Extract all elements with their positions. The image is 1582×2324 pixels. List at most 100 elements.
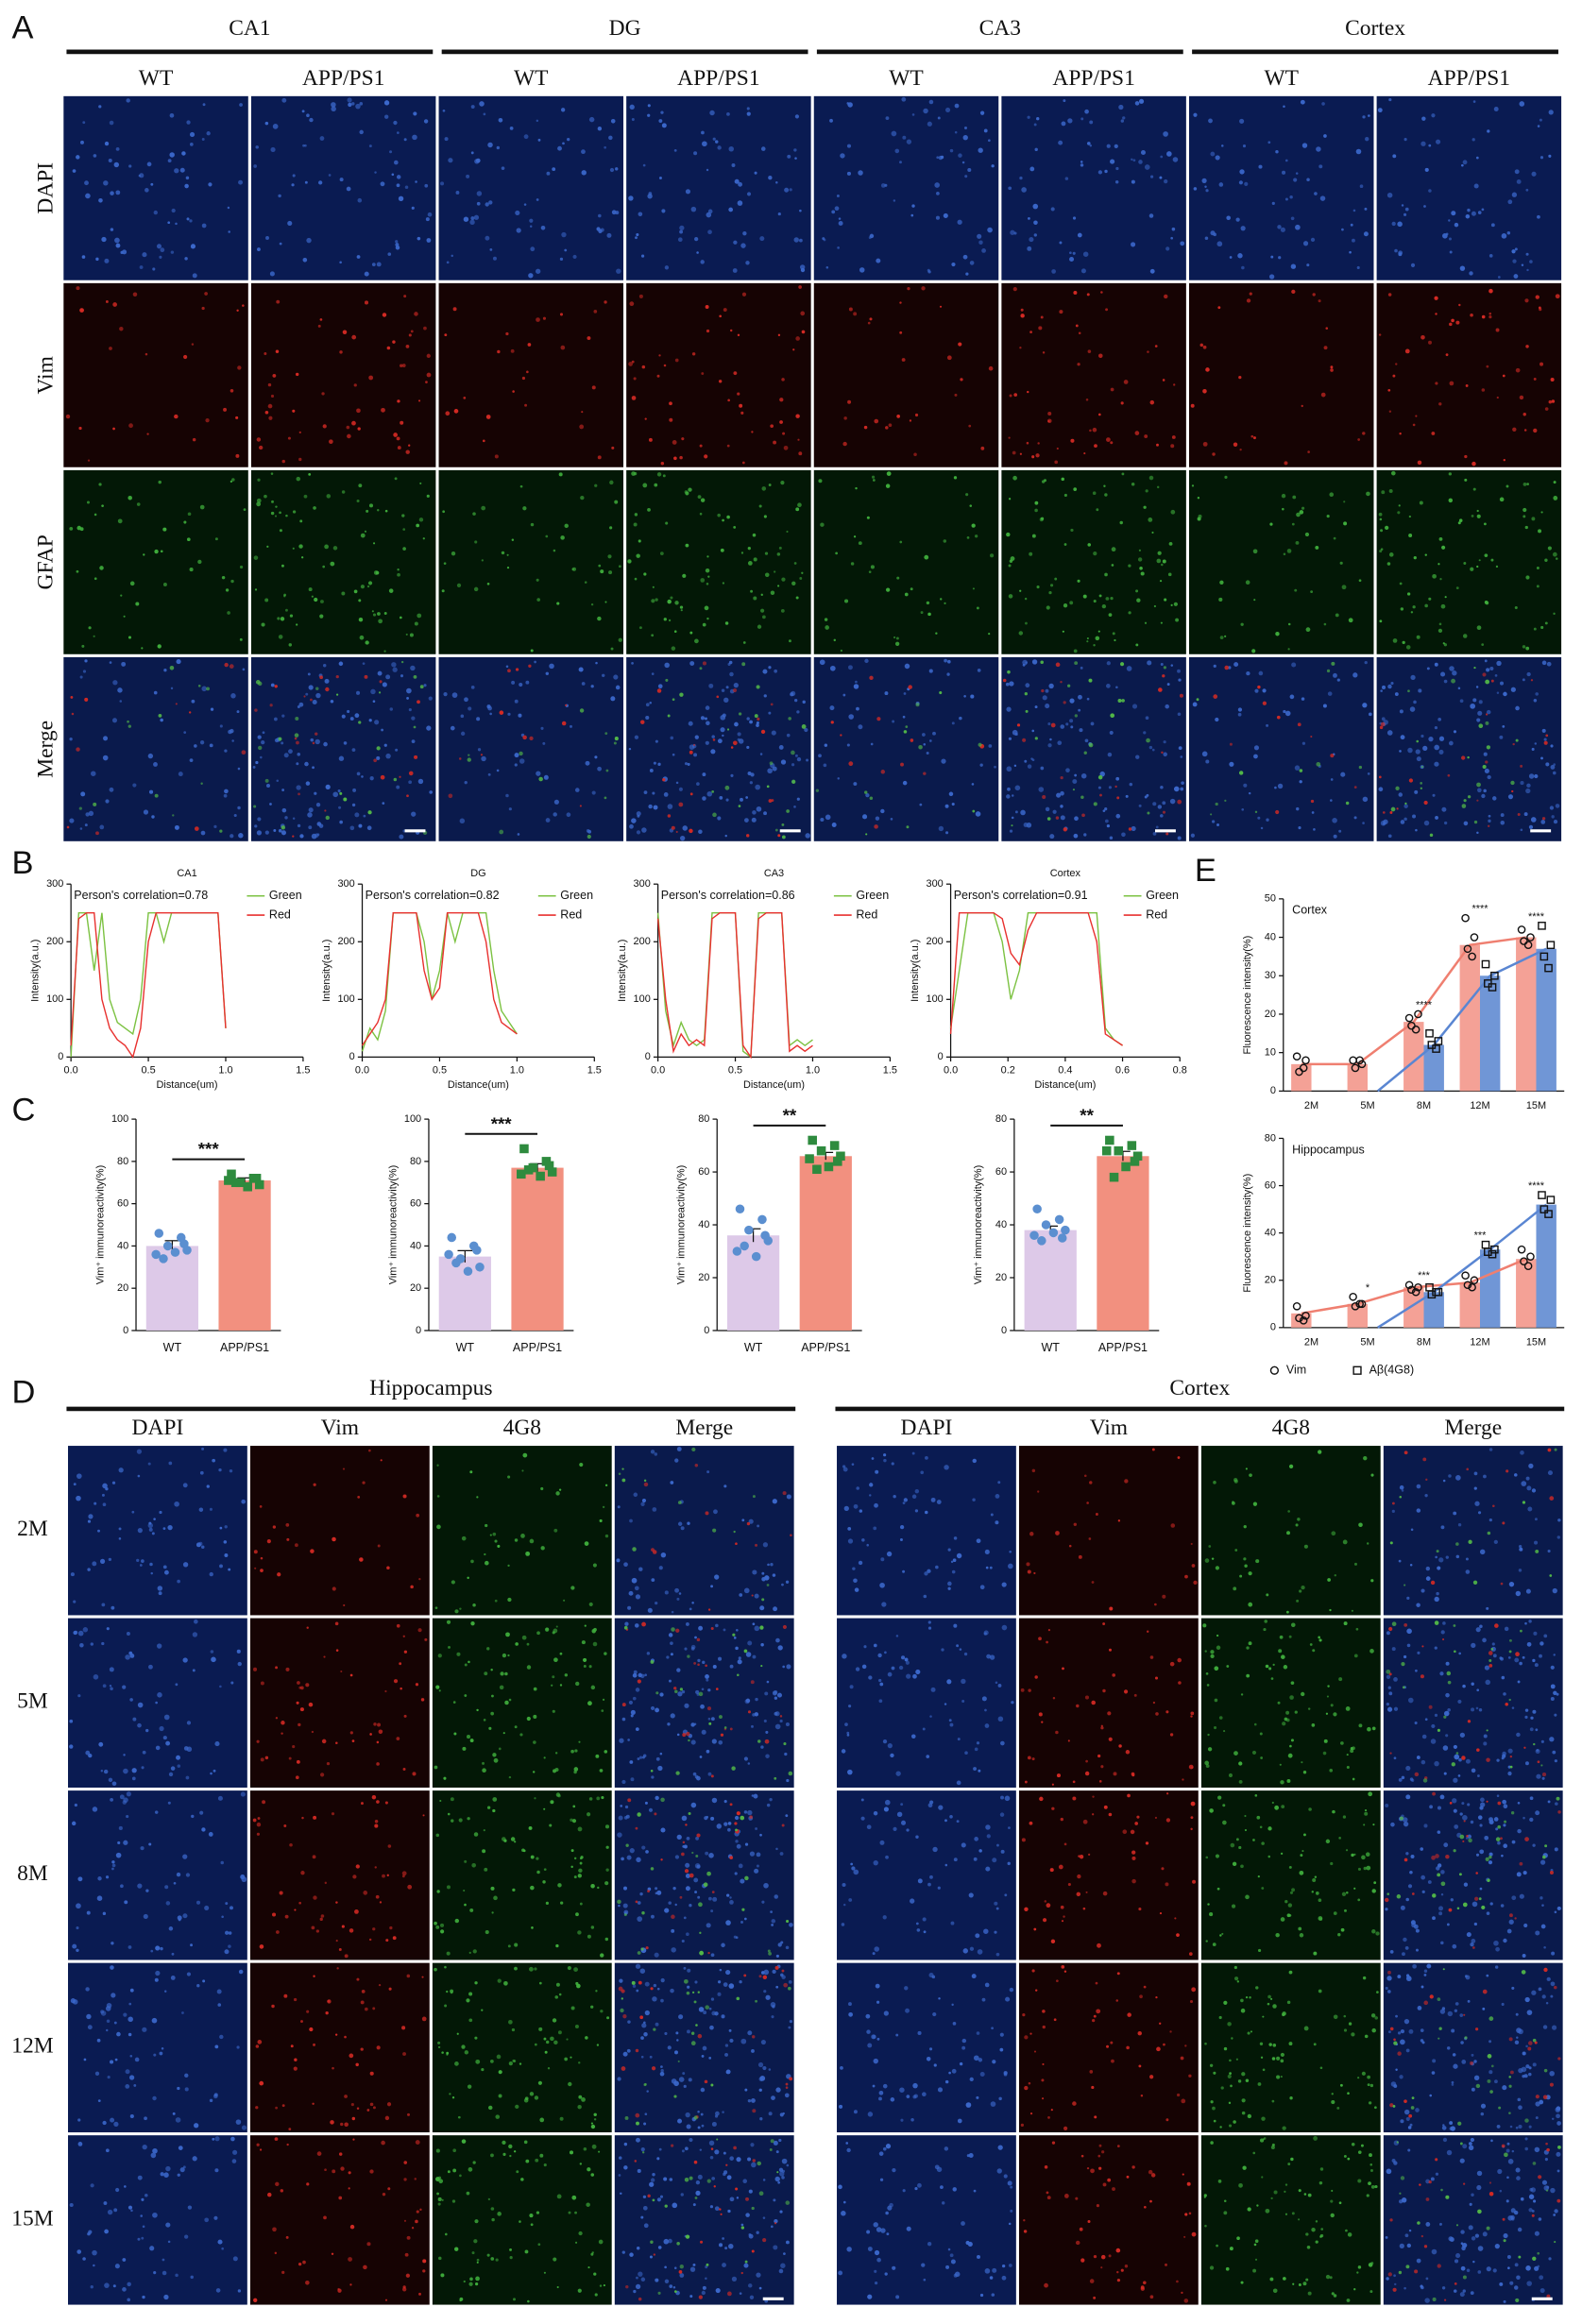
cell bbox=[699, 444, 703, 448]
cell bbox=[871, 1457, 875, 1460]
cell bbox=[475, 2276, 480, 2282]
cell bbox=[917, 2182, 922, 2188]
cell bbox=[1240, 226, 1246, 231]
cell bbox=[626, 1855, 632, 1860]
cell bbox=[676, 2242, 680, 2246]
cell bbox=[850, 1862, 854, 1866]
cell bbox=[674, 358, 679, 363]
cell bbox=[296, 762, 299, 766]
cell bbox=[855, 486, 858, 490]
cell bbox=[401, 514, 405, 517]
cell bbox=[944, 1863, 948, 1867]
cell bbox=[1126, 666, 1132, 671]
cell bbox=[527, 2299, 530, 2303]
cell bbox=[1178, 1681, 1182, 1685]
cell bbox=[670, 1988, 674, 1993]
cell bbox=[1333, 834, 1337, 839]
cell bbox=[688, 2078, 692, 2082]
cell bbox=[543, 1756, 546, 1759]
cell bbox=[1284, 159, 1288, 162]
cell bbox=[187, 512, 192, 517]
cell bbox=[1274, 786, 1277, 789]
cell bbox=[937, 2087, 944, 2093]
cell bbox=[710, 2147, 714, 2150]
cell bbox=[525, 2159, 530, 2163]
cell bbox=[165, 2165, 171, 2172]
cell bbox=[337, 2288, 342, 2293]
cell bbox=[189, 131, 196, 138]
cell bbox=[1420, 141, 1426, 146]
cell bbox=[551, 1684, 553, 1687]
cell bbox=[330, 561, 335, 567]
cell bbox=[952, 1558, 957, 1563]
cell bbox=[253, 555, 259, 560]
cell bbox=[176, 1872, 181, 1877]
cell bbox=[1423, 820, 1430, 826]
cell bbox=[303, 494, 308, 499]
cell bbox=[79, 308, 84, 313]
cell bbox=[597, 127, 603, 131]
cell bbox=[1008, 1563, 1013, 1569]
cell bbox=[1041, 480, 1046, 483]
cell bbox=[587, 2167, 591, 2172]
cell bbox=[517, 833, 520, 836]
cell bbox=[657, 762, 661, 766]
cell bbox=[284, 1914, 289, 1919]
cell bbox=[854, 1587, 859, 1592]
cell bbox=[1072, 1780, 1076, 1784]
cell bbox=[1003, 2174, 1008, 2179]
cell bbox=[361, 775, 364, 778]
cell bbox=[199, 1470, 204, 1475]
cell bbox=[635, 2048, 639, 2053]
cell bbox=[597, 766, 602, 772]
cell bbox=[1106, 437, 1111, 442]
cell bbox=[486, 1806, 491, 1809]
cell bbox=[751, 2097, 756, 2103]
cell bbox=[575, 1912, 579, 1917]
cell bbox=[1526, 671, 1531, 677]
cell bbox=[786, 530, 789, 534]
cell bbox=[1307, 450, 1310, 453]
cell bbox=[279, 529, 282, 533]
cell bbox=[768, 2068, 772, 2071]
cell bbox=[754, 1593, 759, 1599]
cell bbox=[473, 586, 479, 592]
cell bbox=[1472, 100, 1476, 103]
cell bbox=[534, 2043, 537, 2046]
cell bbox=[105, 799, 110, 804]
cell bbox=[1125, 1750, 1131, 1755]
cell bbox=[954, 130, 958, 134]
cell bbox=[448, 1645, 451, 1649]
cell bbox=[946, 659, 951, 664]
cell bbox=[991, 164, 995, 168]
cell bbox=[962, 1948, 968, 1954]
cell bbox=[124, 1900, 128, 1905]
cell bbox=[237, 1661, 242, 1667]
cell bbox=[224, 1553, 229, 1557]
cell bbox=[664, 1590, 669, 1595]
cell bbox=[519, 758, 525, 764]
cell bbox=[538, 1981, 542, 1985]
cell bbox=[1051, 1783, 1054, 1786]
cell bbox=[1420, 765, 1424, 769]
cell bbox=[1172, 157, 1179, 162]
cell bbox=[472, 1603, 476, 1607]
cell bbox=[1121, 832, 1126, 838]
cell bbox=[159, 255, 162, 259]
cell bbox=[1399, 709, 1403, 714]
cell bbox=[1553, 612, 1556, 616]
cell bbox=[388, 1987, 392, 1991]
cell bbox=[806, 758, 809, 762]
cell bbox=[685, 1874, 690, 1878]
cell bbox=[464, 780, 468, 785]
cell bbox=[727, 2209, 731, 2214]
cell bbox=[927, 1626, 932, 1630]
cell bbox=[756, 2231, 759, 2234]
cell bbox=[1009, 1987, 1014, 1993]
cell bbox=[866, 2029, 871, 2034]
micrograph bbox=[1018, 1618, 1199, 1788]
cell bbox=[847, 1538, 854, 1544]
cell bbox=[1500, 820, 1505, 825]
cell bbox=[549, 663, 554, 670]
cell bbox=[980, 446, 985, 450]
